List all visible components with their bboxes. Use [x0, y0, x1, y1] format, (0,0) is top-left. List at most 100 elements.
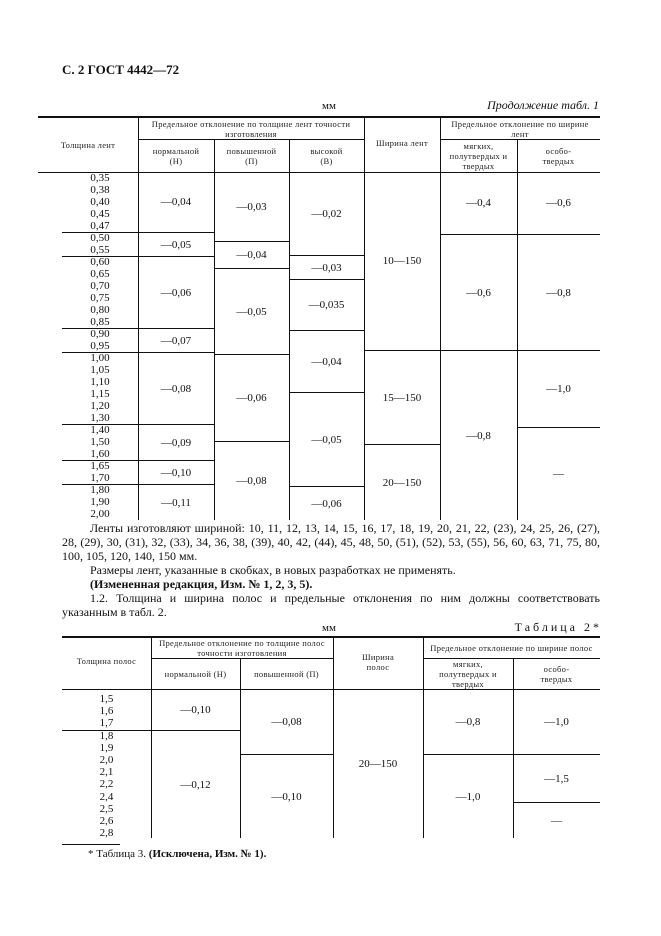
column-divider — [214, 140, 215, 520]
high-deviation-cell: —0,02 — [311, 207, 342, 220]
soft-width-deviation-cell: —0,8 — [440, 350, 517, 520]
width-range-cell: 20—150 — [358, 757, 398, 770]
extra-hard-width-deviation-cell: —1,5 — [513, 754, 600, 802]
extra-hard-width-deviation-cell: —0,6 — [546, 197, 571, 209]
thickness-value: 0,65 — [90, 268, 110, 280]
divider — [62, 460, 138, 461]
divider — [423, 658, 600, 659]
high-deviation-cell: —0,06 — [289, 486, 364, 520]
width-range-cell: 10—150 — [382, 255, 422, 267]
extra-hard-width-deviation-cell: — — [517, 427, 600, 520]
increased-deviation-cell: —0,03 — [236, 200, 267, 213]
table1-top-rule — [38, 116, 600, 118]
column-divider — [440, 118, 441, 520]
divider — [62, 730, 151, 731]
header-soft: мягких, полутвердых и твердых — [439, 659, 497, 689]
thickness-value: 1,5 — [99, 693, 114, 705]
column-divider — [333, 638, 334, 838]
thickness-value: 0,60 — [90, 256, 110, 268]
header-extra-hard: особо-твердых — [540, 664, 573, 684]
thickness-value: 1,00 — [90, 352, 110, 364]
column-divider — [138, 118, 139, 520]
thickness-value: 0,80 — [90, 304, 110, 316]
normal-deviation-cell: —0,06 — [138, 256, 214, 328]
thickness-value: 0,50 — [90, 232, 110, 244]
divider — [62, 484, 138, 485]
thickness-value: 2,00 — [90, 508, 110, 520]
thickness-value: 1,30 — [90, 412, 110, 424]
extra-hard-width-deviation-cell: — — [513, 802, 600, 838]
column-divider — [513, 659, 514, 838]
header-extra-hard: особо-твердых — [542, 146, 575, 166]
divider — [151, 658, 333, 659]
thickness-value: 1,05 — [90, 364, 110, 376]
thickness-value: 1,9 — [99, 741, 114, 754]
divider — [62, 424, 138, 425]
increased-deviation-cell: —0,06 — [214, 354, 289, 441]
thickness-value: 0,75 — [90, 292, 110, 304]
revision-note: (Измененная редакция, Изм. № 1, 2, 3, 5)… — [90, 577, 313, 591]
soft-width-deviation-cell: —0,8 — [455, 715, 481, 728]
increased-deviation-cell: —0,04 — [214, 241, 289, 268]
body-text: Ленты изготовляют шириной: 10, 11, 12, 1… — [62, 521, 600, 619]
normal-deviation-cell: —0,11 — [138, 484, 214, 520]
high-deviation-cell: —0,05 — [289, 392, 364, 486]
thickness-value: 2,2 — [99, 778, 114, 791]
normal-deviation-cell: —0,04 — [160, 196, 192, 208]
thickness-value: 1,15 — [90, 388, 110, 400]
divider — [62, 256, 138, 257]
column-divider — [517, 140, 518, 520]
thickness-value: 2,1 — [99, 766, 114, 779]
increased-deviation-cell: —0,05 — [214, 268, 289, 354]
table1-caption: Продолжение табл. 1 — [487, 98, 599, 112]
increased-deviation-cell: —0,08 — [214, 441, 289, 520]
increased-deviation-cell: —0,10 — [240, 754, 333, 838]
thickness-value: 1,50 — [90, 436, 110, 448]
normal-deviation-cell: —0,10 — [180, 703, 211, 716]
thickness-value: 1,7 — [99, 717, 114, 730]
thickness-value: 1,80 — [90, 484, 110, 496]
extra-hard-width-deviation-cell: —1,0 — [517, 350, 600, 427]
column-divider — [423, 638, 424, 838]
high-deviation-cell: —0,04 — [289, 330, 364, 392]
increased-deviation-cell: —0,08 — [271, 715, 302, 728]
normal-deviation-cell: —0,10 — [138, 460, 214, 484]
header-width-deviation: Предельное отклонение по ширине лент — [451, 118, 589, 139]
normal-deviation-cell: —0,08 — [138, 352, 214, 424]
column-divider — [240, 659, 241, 838]
divider — [62, 232, 138, 233]
thickness-value: 0,40 — [90, 196, 110, 208]
thickness-value: 0,55 — [90, 244, 110, 256]
column-divider — [151, 638, 152, 838]
thickness-value: 2,4 — [99, 790, 114, 803]
footnote-bold: (Исключена, Изм. № 1). — [148, 848, 267, 860]
header-thickness: Толщина полос — [76, 656, 137, 666]
header-width-deviation: Предельное отклонение по ширине полос — [430, 643, 593, 653]
footnote: * Таблица 3. (Исключена, Изм. № 1). — [88, 848, 266, 860]
page-header: С. 2 ГОСТ 4442—72 — [62, 62, 180, 77]
high-deviation-cell: —0,03 — [289, 255, 364, 279]
divider — [62, 352, 138, 353]
table2-caption: Таблица 2* — [514, 620, 602, 634]
soft-width-deviation-cell: —0,4 — [466, 197, 491, 209]
table2-unit: мм — [322, 622, 336, 634]
thickness-value: 2,8 — [99, 827, 114, 840]
clause-1-2: 1.2. Толщина и ширина полос и предельные… — [62, 591, 600, 619]
thickness-value: 0,45 — [90, 208, 110, 220]
thickness-value: 0,85 — [90, 316, 110, 328]
column-divider — [289, 140, 290, 520]
extra-hard-width-deviation-cell: —1,0 — [544, 715, 569, 728]
header-increased: повышенной (П) — [254, 669, 319, 679]
column-divider — [364, 118, 365, 520]
thickness-value: 0,90 — [90, 328, 110, 340]
width-range-cell: 20—150 — [364, 444, 440, 520]
thickness-value: 1,20 — [90, 400, 110, 412]
thickness-value: 1,65 — [90, 460, 110, 472]
header-high: высокой (В) — [310, 146, 343, 166]
brackets-paragraph: Размеры лент, указанные в скобках, в нов… — [90, 563, 456, 577]
width-range-cell: 15—150 — [364, 350, 440, 444]
normal-deviation-cell: —0,12 — [151, 730, 240, 838]
thickness-value: 0,70 — [90, 280, 110, 292]
high-deviation-cell: —0,035 — [289, 279, 364, 330]
header-soft: мягких, полутвердых и твердых — [449, 141, 508, 171]
